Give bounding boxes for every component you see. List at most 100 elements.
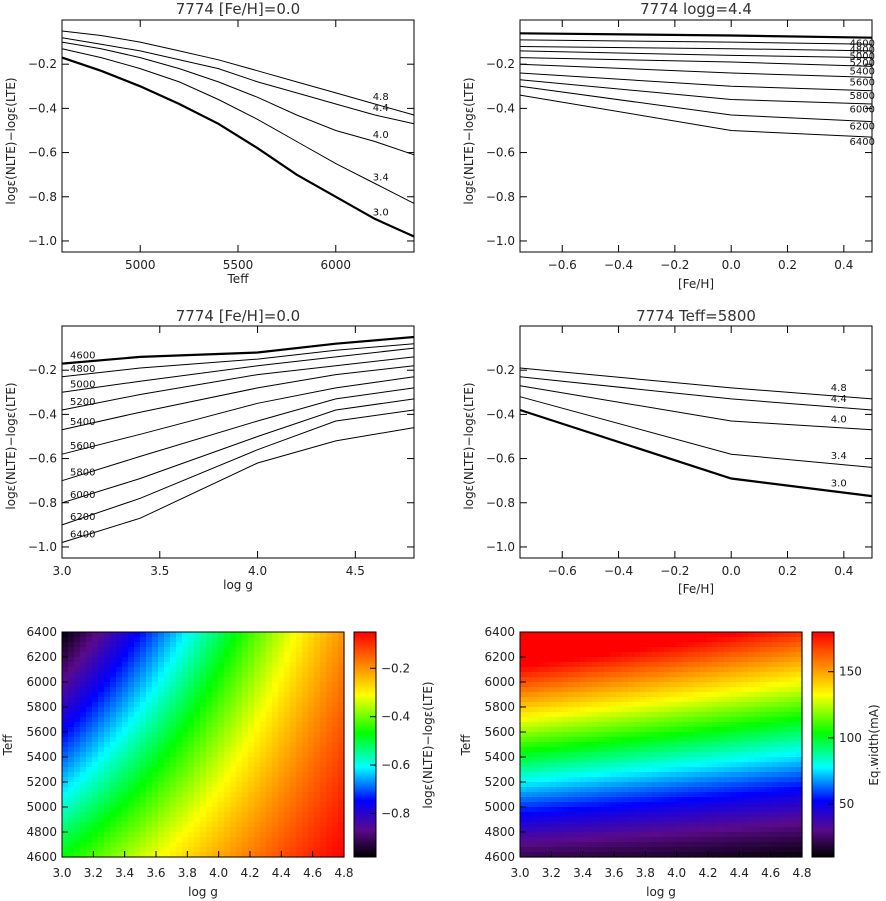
heatmap-cell — [266, 667, 273, 673]
heatmap-cell — [592, 717, 599, 723]
heatmap-cell — [260, 762, 267, 768]
heatmap-cell — [544, 782, 551, 788]
heatmap-cell — [74, 767, 81, 773]
heatmap-cell — [236, 827, 243, 833]
heatmap-cell — [622, 662, 629, 668]
heatmap-cell — [646, 827, 653, 833]
heatmap-cell — [116, 647, 123, 653]
heatmap-cell — [254, 752, 261, 758]
heatmap-cell — [98, 682, 105, 688]
heatmap-cell — [748, 727, 755, 733]
heatmap-cell — [574, 692, 581, 698]
heatmap-cell — [520, 792, 527, 798]
heatmap-cell — [206, 717, 213, 723]
panel-title: 7774 Teff=5800 — [636, 307, 756, 325]
heatmap-cell — [670, 822, 677, 828]
heatmap-cell — [562, 842, 569, 848]
heatmap-cell — [574, 652, 581, 658]
heatmap-cell — [580, 832, 587, 838]
heatmap-cell — [772, 687, 779, 693]
heatmap-cell — [92, 712, 99, 718]
heatmap-cell — [326, 807, 333, 813]
heatmap-cell — [712, 777, 719, 783]
heatmap-cell — [592, 637, 599, 643]
heatmap-cell — [526, 842, 533, 848]
heatmap-cell — [520, 717, 527, 723]
heatmap-cell — [332, 667, 339, 673]
heatmap-cell — [724, 852, 731, 858]
heatmap-cell — [86, 747, 93, 753]
heatmap-cell — [532, 747, 539, 753]
heatmap-cell — [140, 682, 147, 688]
heatmap-cell — [706, 822, 713, 828]
heatmap-cell — [772, 697, 779, 703]
heatmap-cell — [568, 802, 575, 808]
heatmap-cell — [676, 637, 683, 643]
heatmap-cell — [140, 812, 147, 818]
heatmap-cell — [622, 752, 629, 758]
heatmap-cell — [98, 672, 105, 678]
heatmap-cell — [332, 742, 339, 748]
heatmap-cell — [80, 672, 87, 678]
heatmap-cell — [676, 772, 683, 778]
heatmap-cell — [706, 817, 713, 823]
heatmap-cell — [104, 747, 111, 753]
heatmap-cell — [338, 787, 345, 793]
heatmap-cell — [760, 732, 767, 738]
heatmap-cell — [158, 642, 165, 648]
heatmap-cell — [772, 777, 779, 783]
heatmap-cell — [134, 777, 141, 783]
heatmap-cell — [254, 817, 261, 823]
heatmap-cell — [604, 732, 611, 738]
x-tick-label: 3.4 — [573, 866, 592, 880]
heatmap-cell — [164, 687, 171, 693]
heatmap-cell — [772, 647, 779, 653]
heatmap-cell — [206, 642, 213, 648]
heatmap-cell — [308, 787, 315, 793]
heatmap-cell — [146, 852, 153, 858]
heatmap-cell — [290, 852, 297, 858]
heatmap-cell — [314, 742, 321, 748]
heatmap-cell — [682, 787, 689, 793]
heatmap-cell — [778, 662, 785, 668]
heatmap-cell — [74, 852, 81, 858]
heatmap-cell — [772, 657, 779, 663]
heatmap-cell — [634, 817, 641, 823]
heatmap-cell — [556, 642, 563, 648]
heatmap-cell — [236, 652, 243, 658]
heatmap-cell — [242, 797, 249, 803]
heatmap-cell — [266, 677, 273, 683]
heatmap-cell — [598, 777, 605, 783]
heatmap-cell — [134, 737, 141, 743]
heatmap-cell — [254, 667, 261, 673]
heatmap-cell — [200, 707, 207, 713]
heatmap-cell — [296, 692, 303, 698]
heatmap-cell — [604, 702, 611, 708]
heatmap-cell — [616, 702, 623, 708]
heatmap-cell — [104, 767, 111, 773]
heatmap-cell — [218, 807, 225, 813]
heatmap-cell — [188, 777, 195, 783]
heatmap-cell — [308, 827, 315, 833]
heatmap-cell — [110, 707, 117, 713]
heatmap-cell — [230, 782, 237, 788]
heatmap-cell — [122, 827, 129, 833]
heatmap-cell — [290, 767, 297, 773]
heatmap-cell — [574, 667, 581, 673]
heatmap-cell — [616, 652, 623, 658]
heatmap-cell — [544, 727, 551, 733]
heatmap-cell — [592, 752, 599, 758]
heatmap-cell — [92, 807, 99, 813]
heatmap-cell — [772, 717, 779, 723]
heatmap-cell — [254, 722, 261, 728]
heatmap-cell — [86, 847, 93, 853]
heatmap-cell — [586, 657, 593, 663]
heatmap-cell — [736, 712, 743, 718]
heatmap-cell — [532, 807, 539, 813]
heatmap-cell — [556, 652, 563, 658]
heatmap-cell — [646, 817, 653, 823]
heatmap-cell — [646, 777, 653, 783]
heatmap-cell — [766, 697, 773, 703]
heatmap-cell — [676, 762, 683, 768]
heatmap-cell — [526, 807, 533, 813]
